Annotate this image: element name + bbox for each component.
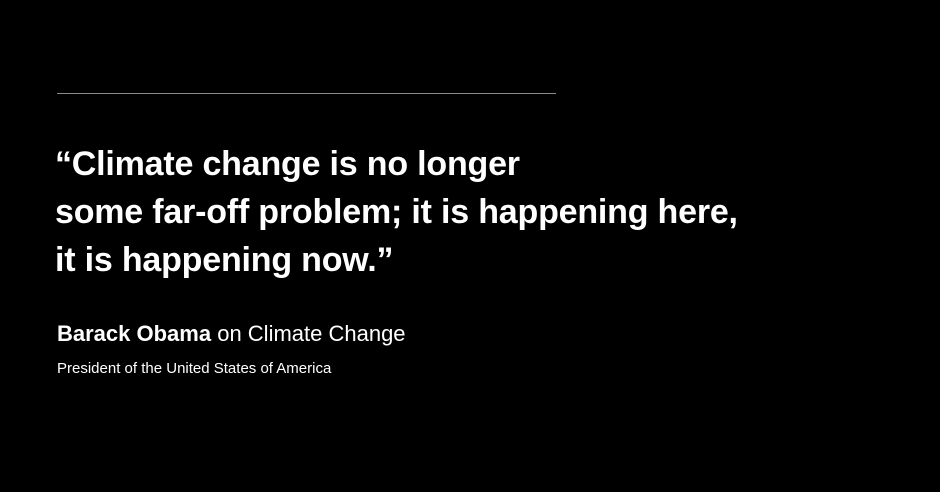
attribution: Barack Obama on Climate Change xyxy=(57,320,406,348)
quote-line-2: some far-off problem; it is happening he… xyxy=(55,193,738,231)
speaker-name: Barack Obama xyxy=(57,321,212,346)
divider-line xyxy=(57,93,556,94)
speaker-title: President of the United States of Americ… xyxy=(57,360,332,377)
quote-text: “Climate change is no longer some far-of… xyxy=(55,140,925,284)
quote-line-1: “Climate change is no longer xyxy=(55,145,520,183)
quote-line-3: it is happening now.” xyxy=(55,241,394,279)
speaker-topic: on Climate Change xyxy=(211,321,406,346)
